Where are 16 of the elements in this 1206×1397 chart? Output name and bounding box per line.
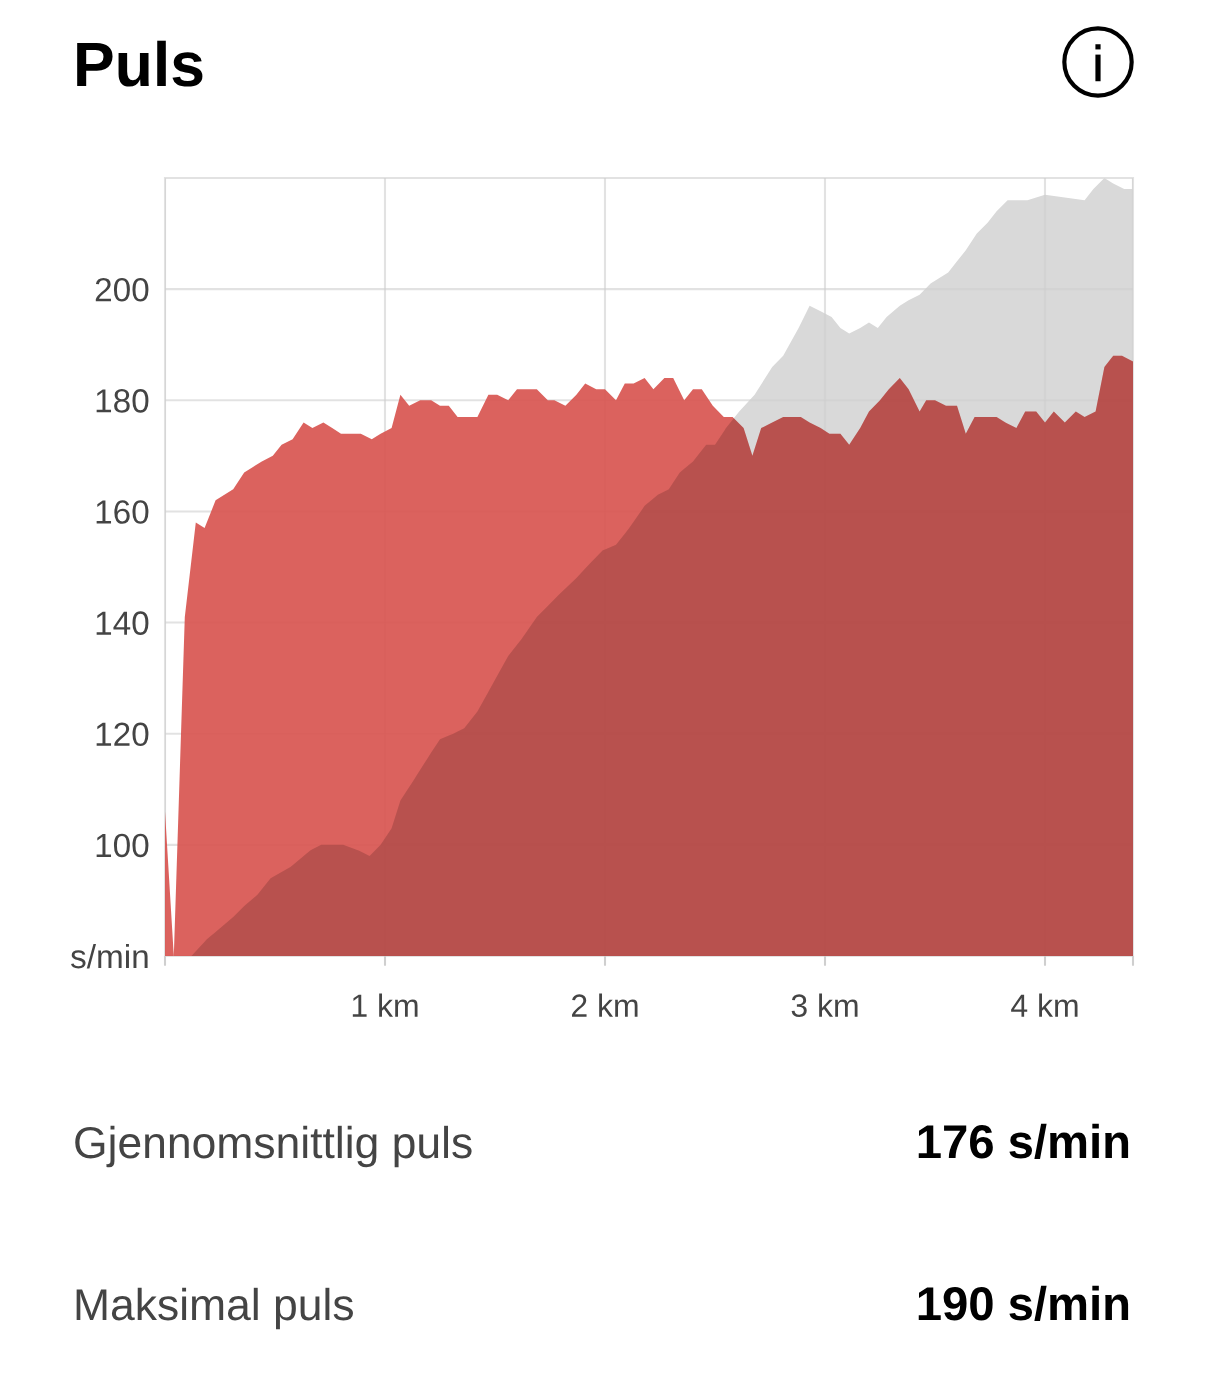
y-tick-label: 140 bbox=[96, 611, 149, 635]
y-tick-label: 120 bbox=[96, 722, 149, 747]
x-tick-label: 3 km bbox=[791, 993, 858, 1017]
x-tick-label: 2 km bbox=[572, 993, 638, 1017]
x-tick-label: 4 km bbox=[1011, 993, 1078, 1017]
y-tick-label: 100 bbox=[96, 833, 149, 858]
chart-title: Puls bbox=[77, 40, 203, 87]
x-tick-label: 1 km bbox=[352, 993, 418, 1017]
text: Maksimal puls bbox=[76, 1287, 353, 1330]
y-tick-label: 180 bbox=[96, 389, 149, 413]
text: 190 s/min bbox=[918, 1285, 1129, 1321]
text: Gjennomsnittlig puls bbox=[75, 1125, 472, 1168]
y-tick-label: 160 bbox=[96, 500, 149, 524]
text: 176 s/min bbox=[918, 1123, 1129, 1159]
y-tick-label: s/min bbox=[71, 943, 148, 969]
y-tick-label: 200 bbox=[95, 277, 149, 302]
